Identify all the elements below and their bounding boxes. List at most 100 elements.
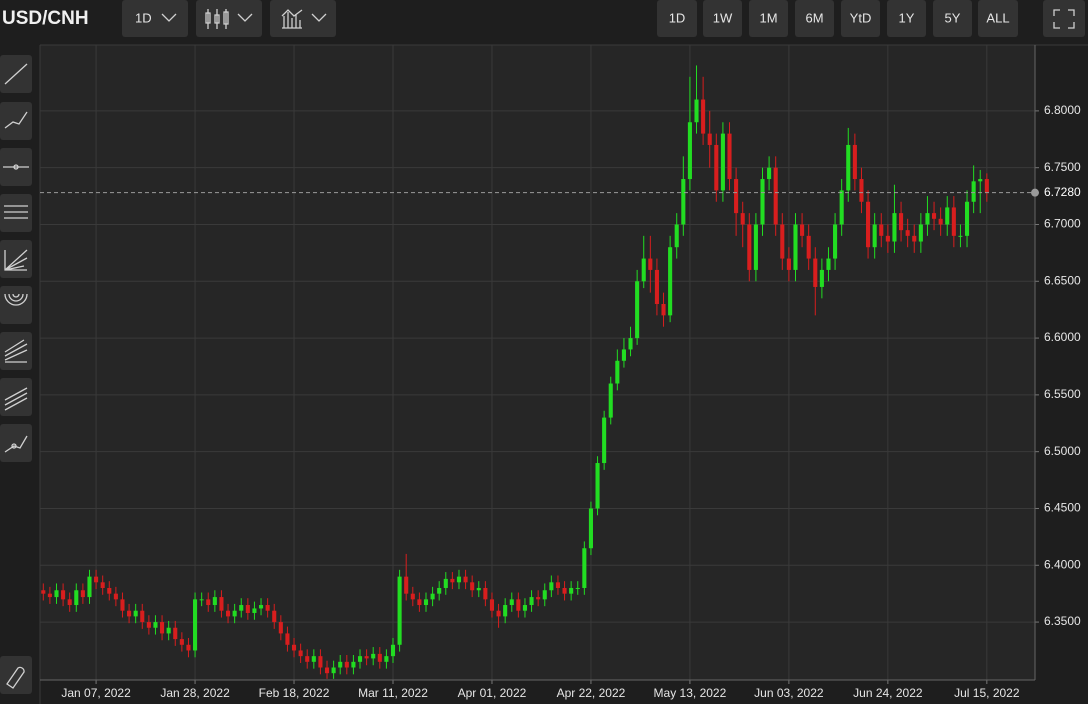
candle-body	[470, 582, 475, 591]
candle-body	[529, 597, 534, 606]
tool-button[interactable]	[0, 378, 32, 416]
chart-type-button[interactable]	[196, 0, 262, 37]
tool-button[interactable]	[0, 194, 32, 232]
tool-button[interactable]	[0, 332, 32, 370]
range-button[interactable]: ALL	[978, 0, 1018, 37]
candle-body	[226, 610, 231, 617]
candle-body	[100, 582, 105, 588]
range-button[interactable]: YtD	[841, 0, 880, 37]
candle-body	[133, 610, 138, 617]
range-button[interactable]: 6M	[795, 0, 834, 37]
candle-body	[212, 597, 217, 606]
candle-body	[668, 247, 673, 316]
candle-body	[265, 605, 270, 611]
candle-body	[984, 179, 989, 193]
candle-body	[951, 207, 956, 236]
candle-body	[160, 622, 165, 634]
candle-body	[734, 179, 739, 214]
candle-body	[958, 235, 963, 237]
candle-body	[377, 653, 382, 662]
candle-body	[357, 656, 363, 662]
range-button[interactable]: 1Y	[887, 0, 926, 37]
candle-body	[318, 656, 323, 668]
candle-body	[522, 605, 528, 611]
candle-body	[608, 383, 613, 418]
candle-body	[813, 258, 818, 287]
candle-body	[351, 661, 356, 668]
y-tick-label: 6.8000	[1044, 103, 1081, 117]
candle-body	[94, 576, 99, 583]
candle-body	[912, 235, 917, 242]
range-button[interactable]: 1D	[657, 0, 697, 37]
button-bg	[270, 0, 336, 37]
candle-body	[852, 144, 857, 180]
y-tick-label: 6.4000	[1044, 557, 1081, 571]
chevron	[311, 13, 327, 22]
candle-body	[74, 590, 79, 606]
candle-body	[450, 578, 455, 583]
candle-body	[305, 656, 310, 662]
candle-body	[239, 605, 244, 611]
candle-body	[410, 593, 415, 600]
y-tick-label: 6.4500	[1044, 501, 1081, 515]
candle-body	[773, 167, 778, 225]
candle-body	[582, 548, 587, 588]
candle-body	[54, 590, 59, 598]
candle-body	[938, 218, 943, 225]
candle-body	[67, 599, 72, 606]
candle-body	[654, 269, 659, 304]
candle-body	[503, 605, 508, 617]
interval-button[interactable]: 1D	[122, 0, 188, 37]
fullscreen-button[interactable]	[1043, 0, 1085, 37]
candle-body	[61, 590, 66, 600]
x-tick-label: May 13, 2022	[654, 686, 727, 700]
candle-body	[727, 133, 732, 180]
candle-body	[443, 578, 448, 588]
range-label: 1W	[713, 10, 733, 25]
button-bg	[703, 0, 742, 37]
candle-body	[179, 639, 184, 645]
candle-body	[278, 622, 283, 634]
x-tick-label: Apr 22, 2022	[557, 686, 626, 700]
candle-body	[562, 587, 567, 594]
tool-button[interactable]	[0, 656, 32, 694]
x-tick-label: Apr 01, 2022	[458, 686, 527, 700]
tool-button[interactable]	[0, 102, 32, 140]
candle-body	[701, 99, 706, 134]
range-label: 6M	[805, 10, 823, 25]
candle-body	[113, 593, 118, 600]
range-button[interactable]: 5Y	[933, 0, 972, 37]
tool-button[interactable]	[0, 424, 32, 462]
candle-body	[272, 610, 277, 623]
tool-icon	[4, 387, 28, 411]
indicator-button[interactable]	[270, 0, 336, 37]
candle-body	[331, 667, 336, 674]
candle-body	[87, 576, 92, 598]
range-button[interactable]: 1W	[703, 0, 742, 37]
tool-icon	[4, 249, 28, 271]
candle-body	[258, 605, 264, 609]
candle-body	[971, 181, 976, 202]
x-tick-label: Mar 11, 2022	[358, 686, 428, 700]
tool-icon	[6, 666, 25, 689]
button-bg	[749, 0, 788, 37]
candle-body	[932, 213, 937, 219]
button-bg	[1043, 0, 1085, 37]
candle-body	[872, 224, 877, 248]
range-button[interactable]: 1M	[749, 0, 788, 37]
candle-body	[641, 258, 646, 282]
candle-body	[602, 417, 607, 464]
candle-body	[694, 99, 699, 123]
candle-body	[324, 667, 330, 674]
candle-body	[687, 122, 692, 180]
candle-body	[80, 590, 85, 598]
range-label: 1M	[759, 10, 777, 25]
candle-body	[780, 224, 785, 259]
candle-body	[364, 656, 369, 659]
candle-body	[648, 258, 653, 270]
candle-body	[740, 213, 745, 225]
candle-body	[232, 610, 237, 617]
candle-body	[140, 610, 145, 623]
y-tick-label: 6.5000	[1044, 444, 1081, 458]
